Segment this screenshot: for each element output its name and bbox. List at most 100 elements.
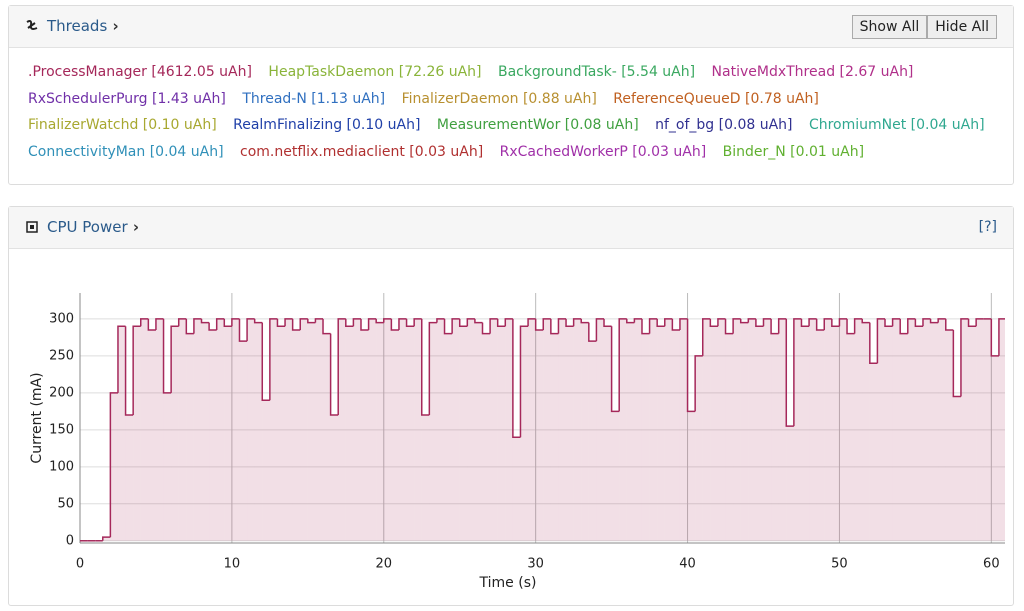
step-line [443,318,453,335]
thread-item[interactable]: BackgroundTask- [5.54 uAh] [497,64,696,80]
area-step [285,318,293,541]
step-line [420,318,430,416]
step-line [998,318,1005,356]
step-line [907,318,916,334]
y-tick-label: 150 [49,422,74,437]
area-step [360,329,369,541]
thread-item[interactable]: MeasurementWor [0.08 uAh] [436,117,639,133]
thread-item[interactable]: Binder_N [0.01 uAh] [722,143,865,160]
area-step [611,411,620,541]
thread-item[interactable]: FinalizerWatchd [0.10 uAh] [28,117,217,133]
step-line [375,318,384,324]
thread-item[interactable]: ChromiumNet [0.04 uAh] [808,117,985,133]
area-step [474,322,483,541]
step-line [466,318,475,327]
step-line [474,318,483,324]
step-line [777,318,787,334]
area-step [323,333,331,541]
y-tick-label: 250 [49,348,74,363]
step-line [618,318,627,412]
step-line [557,318,567,334]
cpu-icon [26,221,38,233]
area-step [649,318,658,541]
step-line [717,318,726,327]
step-line [367,318,377,330]
step-line [534,318,544,331]
step-line [352,318,361,327]
area-step [117,326,126,541]
thread-item[interactable]: FinalizerDaemon [0.88 uAh] [401,90,597,107]
show-all-button[interactable]: Show All [851,15,928,39]
area-step [619,318,627,541]
step-line [610,326,620,413]
area-step [186,333,194,541]
step-line [853,318,863,334]
thread-item[interactable]: RxCachedWorkerP [0.03 uAh] [499,143,707,160]
panel-title[interactable]: Threads [47,17,119,35]
area-step [983,318,992,541]
step-line [648,318,658,334]
step-line [565,318,574,328]
area-step [869,363,878,541]
step-line [922,318,931,327]
area-step [269,318,278,541]
panel-title[interactable]: CPU Power [47,218,139,236]
thread-item[interactable]: RealmFinalizing [0.10 uAh] [233,117,421,133]
step-line [588,322,597,342]
thread-item[interactable]: nf_of_bg [0.08 uAh] [655,117,793,133]
step-line [383,318,392,323]
area-step [155,318,164,541]
area-step [862,322,870,541]
area-step [368,318,377,541]
area-step [520,326,529,541]
step-line [831,318,840,328]
thread-item[interactable]: com.netflix.mediaclient [0.03 uAh] [240,143,484,160]
area-step [847,333,855,541]
thread-item[interactable]: NativeMdxThread [2.67 uAh] [711,64,914,80]
area-step [239,341,248,541]
area-step [679,318,688,541]
step-line [808,318,817,327]
thread-item[interactable]: RxSchedulerPurg [1.43 uAh] [28,90,226,107]
help-link[interactable]: [?] [978,219,997,235]
hide-all-button[interactable]: Hide All [927,15,997,39]
step-line [504,318,513,327]
thread-item[interactable]: Thread-N [1.13 uAh] [242,90,386,107]
step-line [345,318,354,328]
area-step [254,322,263,541]
area-step [778,318,787,541]
step-line [785,318,794,427]
y-tick-label: 200 [49,385,74,400]
area-step [717,318,726,541]
step-line [952,329,961,398]
threads-icon [26,20,38,30]
step-line [914,318,923,328]
area-step [452,318,460,541]
panel-header: Threads Show All Hide All [9,6,1013,48]
step-line [815,318,825,331]
step-line [664,318,673,327]
area-step [930,322,939,541]
area-step [421,415,430,541]
thread-item[interactable]: ReferenceQueueD [0.78 uAh] [613,90,819,107]
area-step [102,537,111,541]
step-line [458,318,468,328]
thread-item[interactable]: .ProcessManager [4612.05 uAh] [28,64,252,80]
area-step [596,318,605,541]
area-step [482,333,491,541]
area-step [702,318,711,541]
area-step [900,333,908,541]
area-step [467,318,475,541]
area-step [755,326,764,541]
step-line [542,318,551,330]
thread-item[interactable]: ConnectivityMan [0.04 uAh] [28,143,224,160]
area-step [740,322,749,541]
y-axis-title: Current (mA) [29,372,45,463]
step-line [876,318,886,364]
thread-item[interactable]: HeapTaskDaemon [72.26 uAh] [268,64,482,80]
area-step [892,318,901,541]
area-step [315,318,324,541]
step-line [162,318,172,394]
step-line [398,318,407,330]
step-line [671,318,680,331]
